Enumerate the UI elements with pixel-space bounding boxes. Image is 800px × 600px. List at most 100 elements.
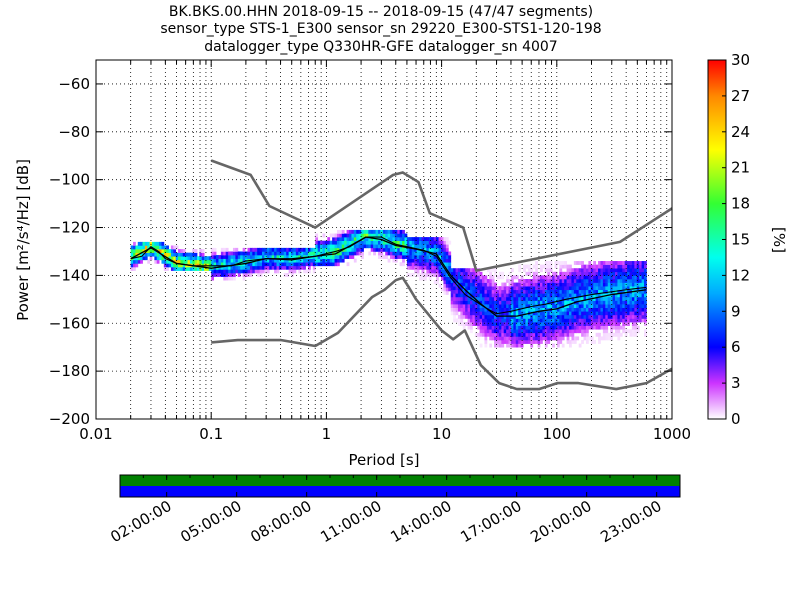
density-cell bbox=[479, 311, 483, 316]
density-cell bbox=[254, 247, 258, 252]
density-cell bbox=[576, 336, 580, 341]
density-cell bbox=[539, 293, 543, 298]
density-cell bbox=[629, 304, 633, 309]
density-cell bbox=[539, 307, 543, 312]
density-cell bbox=[307, 247, 311, 252]
density-cell bbox=[159, 252, 162, 257]
density-cell bbox=[361, 244, 364, 249]
density-cell bbox=[571, 282, 575, 287]
density-cell bbox=[365, 237, 369, 241]
density-cell bbox=[361, 240, 364, 245]
density-cell bbox=[130, 259, 134, 264]
density-cell bbox=[192, 259, 196, 264]
density-cell bbox=[539, 286, 543, 291]
density-cell bbox=[467, 300, 471, 305]
density-cell bbox=[223, 258, 227, 263]
density-cell bbox=[329, 251, 333, 256]
density-cell bbox=[436, 276, 439, 281]
density-cell bbox=[166, 263, 169, 268]
density-cell bbox=[622, 296, 626, 301]
density-cell bbox=[636, 293, 640, 298]
density-cell bbox=[431, 262, 435, 267]
density-cell bbox=[607, 282, 611, 287]
density-cell bbox=[607, 296, 611, 301]
density-cell bbox=[213, 258, 217, 263]
density-cell bbox=[242, 265, 246, 270]
density-cell bbox=[636, 271, 640, 276]
density-cell bbox=[218, 269, 222, 274]
density-cell bbox=[639, 275, 642, 280]
density-cell bbox=[322, 244, 326, 249]
density-cell bbox=[147, 241, 151, 246]
density-cell bbox=[322, 251, 326, 256]
density-cell bbox=[566, 275, 570, 280]
density-cell bbox=[457, 275, 461, 280]
density-cell bbox=[327, 244, 331, 249]
density-cell bbox=[523, 282, 526, 287]
density-cell bbox=[392, 233, 396, 238]
density-cell bbox=[377, 240, 381, 245]
y-tick-label: −180 bbox=[49, 362, 90, 380]
density-cell bbox=[518, 293, 522, 298]
density-cell bbox=[634, 275, 638, 280]
density-cell bbox=[421, 273, 425, 277]
density-cell bbox=[614, 329, 618, 334]
density-cell bbox=[600, 261, 604, 265]
density-cell bbox=[494, 336, 497, 341]
density-cell bbox=[482, 293, 485, 298]
density-cell bbox=[385, 244, 389, 249]
density-cell bbox=[377, 229, 381, 234]
density-cell bbox=[552, 282, 555, 287]
density-cell bbox=[443, 244, 447, 249]
density-cell bbox=[503, 304, 507, 309]
density-cell bbox=[336, 229, 340, 234]
density-cell bbox=[581, 322, 584, 326]
density-cell bbox=[542, 278, 546, 283]
density-cell bbox=[520, 289, 524, 294]
density-cell bbox=[644, 300, 647, 305]
density-cell bbox=[421, 255, 425, 259]
density-cell bbox=[566, 307, 570, 312]
density-cell bbox=[247, 269, 251, 274]
density-cell bbox=[614, 307, 618, 312]
density-cell bbox=[402, 255, 405, 259]
density-cell bbox=[220, 273, 224, 277]
density-cell bbox=[644, 322, 647, 326]
density-cell bbox=[295, 251, 299, 256]
density-cell bbox=[182, 259, 186, 264]
density-cell bbox=[312, 269, 316, 274]
density-cell bbox=[559, 322, 563, 326]
density-cell bbox=[245, 255, 248, 259]
density-cell bbox=[298, 258, 302, 263]
density-cell bbox=[465, 314, 468, 319]
density-cell bbox=[542, 336, 546, 341]
density-cell bbox=[634, 304, 638, 309]
density-cell bbox=[571, 340, 575, 344]
density-cell bbox=[578, 286, 582, 291]
density-cell bbox=[298, 255, 302, 259]
density-cell bbox=[443, 290, 447, 295]
density-cell bbox=[600, 325, 604, 330]
density-cell bbox=[237, 273, 241, 277]
density-cell bbox=[583, 286, 587, 291]
density-cell bbox=[394, 258, 398, 263]
density-cell bbox=[433, 255, 437, 259]
density-cell bbox=[525, 307, 529, 312]
density-cell bbox=[312, 258, 316, 263]
density-cell bbox=[173, 249, 177, 253]
density-cell bbox=[465, 286, 468, 291]
density-cell bbox=[199, 249, 203, 253]
density-cell bbox=[600, 300, 604, 305]
density-cell bbox=[552, 329, 555, 334]
density-cell bbox=[588, 261, 592, 265]
density-cell bbox=[450, 293, 454, 298]
density-cell bbox=[530, 325, 534, 330]
density-cell bbox=[629, 271, 633, 276]
density-cell bbox=[590, 304, 594, 309]
density-cell bbox=[639, 314, 642, 319]
density-cell bbox=[552, 318, 555, 323]
density-cell bbox=[320, 244, 323, 249]
density-cell bbox=[445, 280, 449, 285]
density-cell bbox=[178, 252, 181, 257]
density-cell bbox=[549, 275, 553, 280]
